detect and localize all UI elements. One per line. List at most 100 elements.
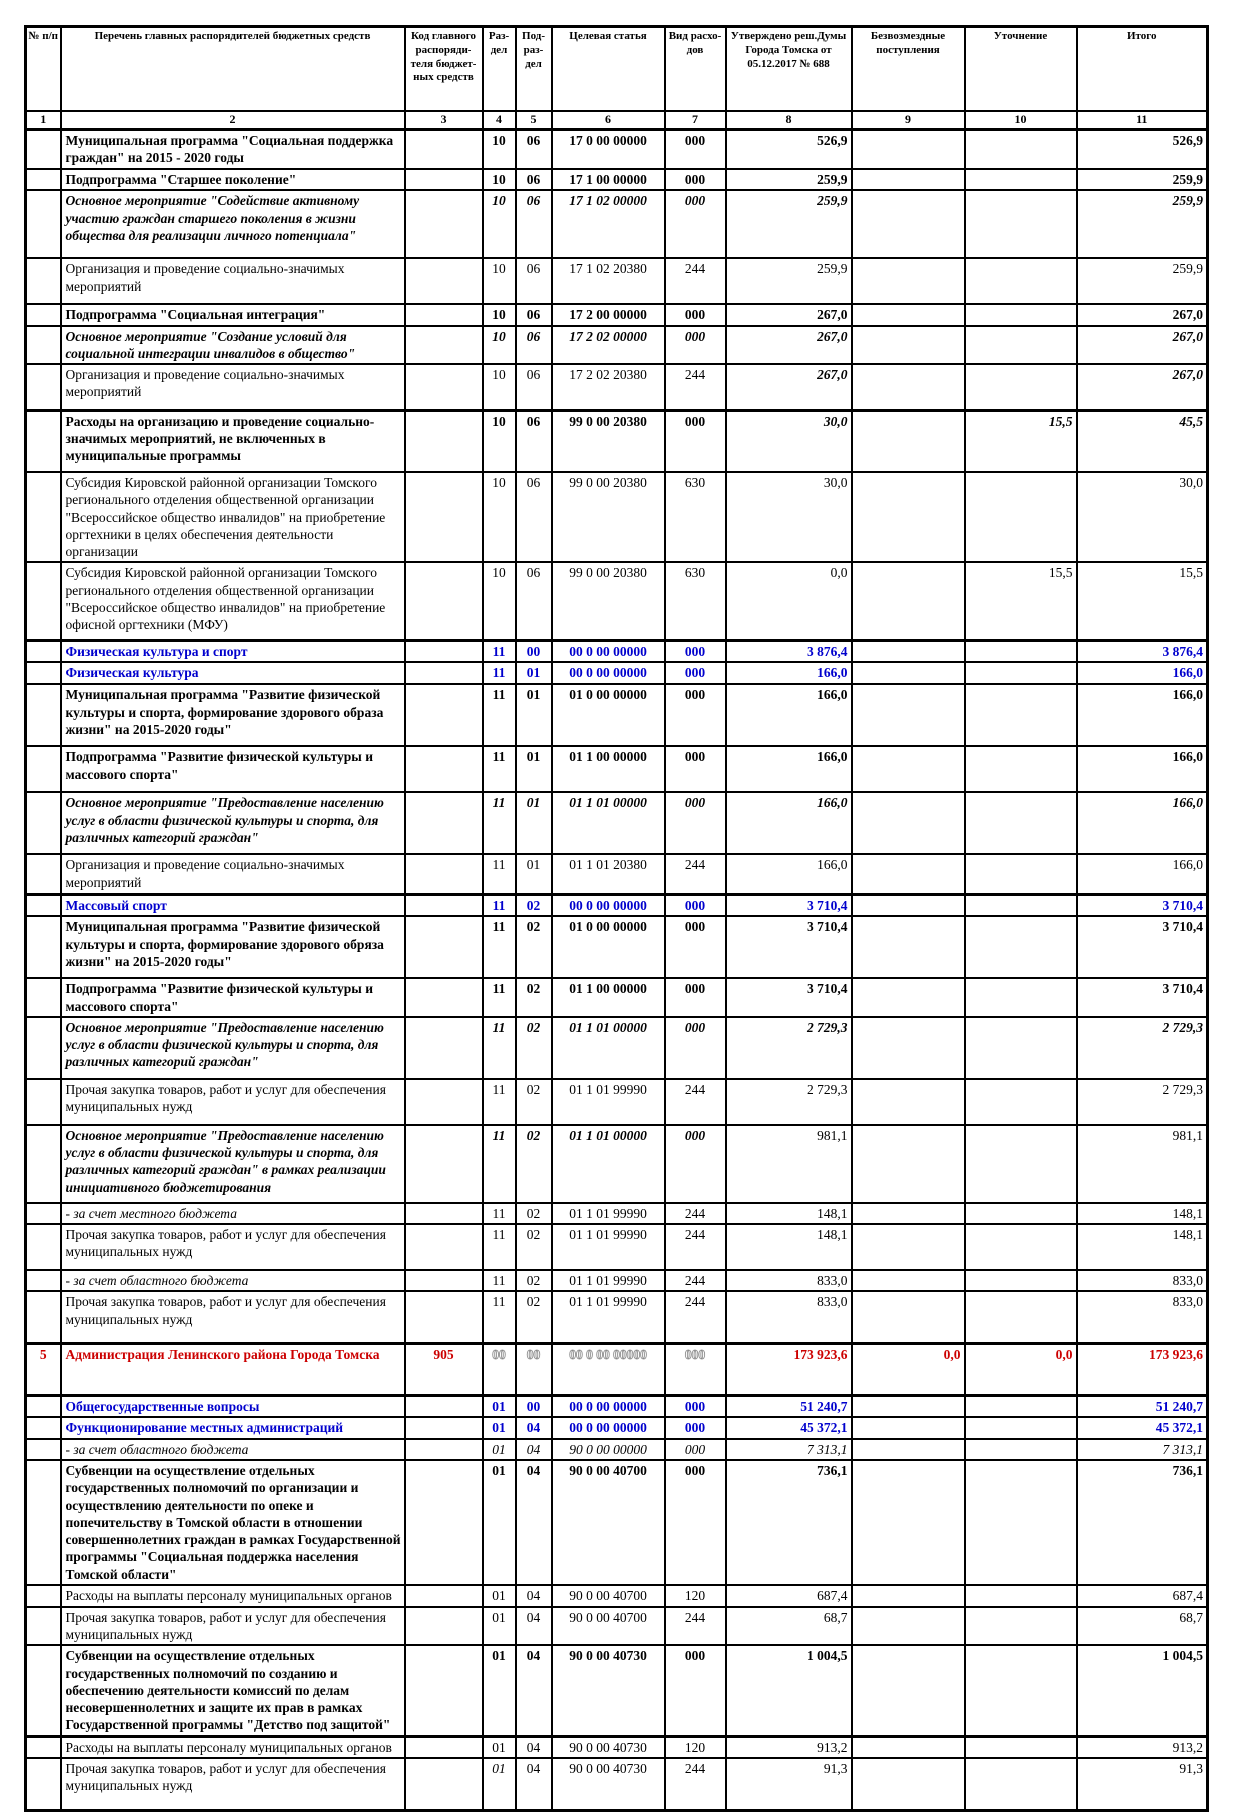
cell-grbs-code <box>403 303 484 327</box>
cell-approved: 173 923,6 <box>724 1341 853 1397</box>
cell-total: 259,9 <box>1075 167 1209 192</box>
header-name: Перечень главных распорядителей бюджетны… <box>59 25 406 112</box>
cell-approved: 3 710,4 <box>724 915 853 980</box>
cell-num <box>24 1757 62 1812</box>
cell-clarification <box>963 1393 1078 1419</box>
cell-approved: 833,0 <box>724 1269 853 1293</box>
cell-target-article: 01 1 01 00000 <box>550 791 666 856</box>
cell-approved: 913,2 <box>724 1734 853 1760</box>
cell-num <box>24 1458 62 1586</box>
cell-grbs-code <box>403 189 484 260</box>
cell-name: Основное мероприятие "Предоставление нас… <box>59 1123 406 1204</box>
cell-name: Подпрограмма "Старшее поколение" <box>59 167 406 192</box>
cell-num <box>24 324 62 366</box>
cell-approved: 30,0 <box>724 408 853 474</box>
cell-vid-rashodov: 000 <box>663 167 727 192</box>
cell-grbs-code <box>403 1757 484 1812</box>
cell-approved: 45 372,1 <box>724 1416 853 1440</box>
cell-gratuitous <box>850 408 966 474</box>
cell-name: Субсидия Кировской районной организации … <box>59 471 406 564</box>
cell-clarification <box>963 167 1078 192</box>
cell-razdel: 11 <box>481 892 517 918</box>
cell-target-article: 00 0 00 00000 <box>550 661 666 686</box>
cell-gratuitous <box>850 1734 966 1760</box>
cell-total: 3 710,4 <box>1075 977 1209 1018</box>
cell-target-article: 17 1 00 00000 <box>550 167 666 192</box>
cell-target-article: 01 0 00 00000 <box>550 683 666 748</box>
cell-clarification <box>963 1583 1078 1608</box>
cell-razdel: 01 <box>481 1393 517 1419</box>
cell-podrazdel: 02 <box>514 1201 553 1226</box>
cell-razdel: 11 <box>481 853 517 896</box>
header-total: Итого <box>1075 25 1209 112</box>
cell-gratuitous <box>850 1223 966 1272</box>
cell-total: 3 710,4 <box>1075 892 1209 918</box>
cell-podrazdel: 06 <box>514 189 553 260</box>
table-row: Прочая закупка товаров, работ и услуг дл… <box>24 1605 1209 1647</box>
cell-grbs-code <box>403 853 484 896</box>
cell-grbs-code <box>403 915 484 980</box>
cell-podrazdel: 02 <box>514 1269 553 1293</box>
cell-clarification <box>963 1290 1078 1345</box>
cell-target-article: 90 0 00 40730 <box>550 1644 666 1738</box>
cell-name: Физическая культура <box>59 661 406 686</box>
cell-vid-rashodov: 244 <box>663 853 727 896</box>
cell-clarification <box>963 128 1078 170</box>
cell-approved: 30,0 <box>724 471 853 564</box>
cell-vid-rashodov: 244 <box>663 1290 727 1345</box>
cell-target-article: 90 0 00 40700 <box>550 1583 666 1608</box>
cell-clarification <box>963 1605 1078 1647</box>
header-grbs-code: Код главного распоряди-теля бюджет-ных с… <box>403 25 484 112</box>
table-row: Расходы на организацию и проведение соци… <box>24 408 1209 474</box>
table-row: Организация и проведение социально-значи… <box>24 257 1209 306</box>
cell-podrazdel: 06 <box>514 303 553 327</box>
cell-target-article: 99 0 00 20380 <box>550 471 666 564</box>
cell-razdel: 01 <box>481 1757 517 1812</box>
cell-podrazdel: 02 <box>514 1290 553 1345</box>
cell-num <box>24 1393 62 1419</box>
cell-gratuitous <box>850 791 966 856</box>
cell-name: Прочая закупка товаров, работ и услуг дл… <box>59 1077 406 1126</box>
cell-grbs-code <box>403 977 484 1018</box>
cell-grbs-code <box>403 683 484 748</box>
cell-name: Организация и проведение социально-значи… <box>59 257 406 306</box>
cell-razdel: 11 <box>481 745 517 794</box>
table-row: Подпрограмма "Развитие физической культу… <box>24 977 1209 1018</box>
table-row: Прочая закупка товаров, работ и услуг дл… <box>24 1757 1209 1812</box>
cell-podrazdel: 01 <box>514 791 553 856</box>
cell-name: Прочая закупка товаров, работ и услуг дл… <box>59 1223 406 1272</box>
cell-target-article: 90 0 00 40700 <box>550 1458 666 1586</box>
cell-gratuitous <box>850 892 966 918</box>
index-cell: 7 <box>663 109 727 131</box>
cell-target-article: 00 0 00 00000 <box>550 1416 666 1440</box>
cell-razdel: 00 <box>481 1341 517 1397</box>
header-num: № п/п <box>24 25 62 112</box>
cell-num <box>24 257 62 306</box>
cell-grbs-code <box>403 1416 484 1440</box>
cell-total: 833,0 <box>1075 1290 1209 1345</box>
cell-total: 15,5 <box>1075 561 1209 642</box>
cell-gratuitous <box>850 1201 966 1226</box>
cell-name: Основное мероприятие "Содействие активно… <box>59 189 406 260</box>
cell-approved: 1 004,5 <box>724 1644 853 1738</box>
cell-podrazdel: 01 <box>514 683 553 748</box>
table-row: Основное мероприятие "Создание условий д… <box>24 324 1209 366</box>
cell-num <box>24 638 62 664</box>
cell-target-article: 17 0 00 00000 <box>550 128 666 170</box>
cell-approved: 68,7 <box>724 1605 853 1647</box>
table-row: Подпрограмма "Развитие физической культу… <box>24 745 1209 794</box>
cell-razdel: 11 <box>481 1015 517 1080</box>
header-target-article: Целевая статья <box>550 25 666 112</box>
index-cell: 11 <box>1075 109 1209 131</box>
index-cell: 5 <box>514 109 553 131</box>
cell-target-article: 01 0 00 00000 <box>550 915 666 980</box>
cell-name: Субсидия Кировской районной организации … <box>59 561 406 642</box>
cell-target-article: 90 0 00 00000 <box>550 1437 666 1461</box>
cell-razdel: 01 <box>481 1458 517 1586</box>
cell-total: 148,1 <box>1075 1223 1209 1272</box>
cell-vid-rashodov: 000 <box>663 791 727 856</box>
index-cell: 8 <box>724 109 853 131</box>
cell-total: 267,0 <box>1075 324 1209 366</box>
header-vid-rashodov: Вид расхо-дов <box>663 25 727 112</box>
cell-name: Организация и проведение социально-значи… <box>59 363 406 412</box>
